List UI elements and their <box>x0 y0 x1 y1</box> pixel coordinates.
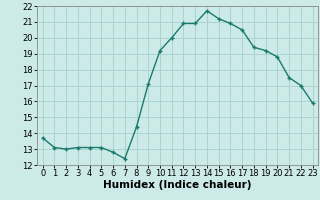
X-axis label: Humidex (Indice chaleur): Humidex (Indice chaleur) <box>103 180 252 190</box>
